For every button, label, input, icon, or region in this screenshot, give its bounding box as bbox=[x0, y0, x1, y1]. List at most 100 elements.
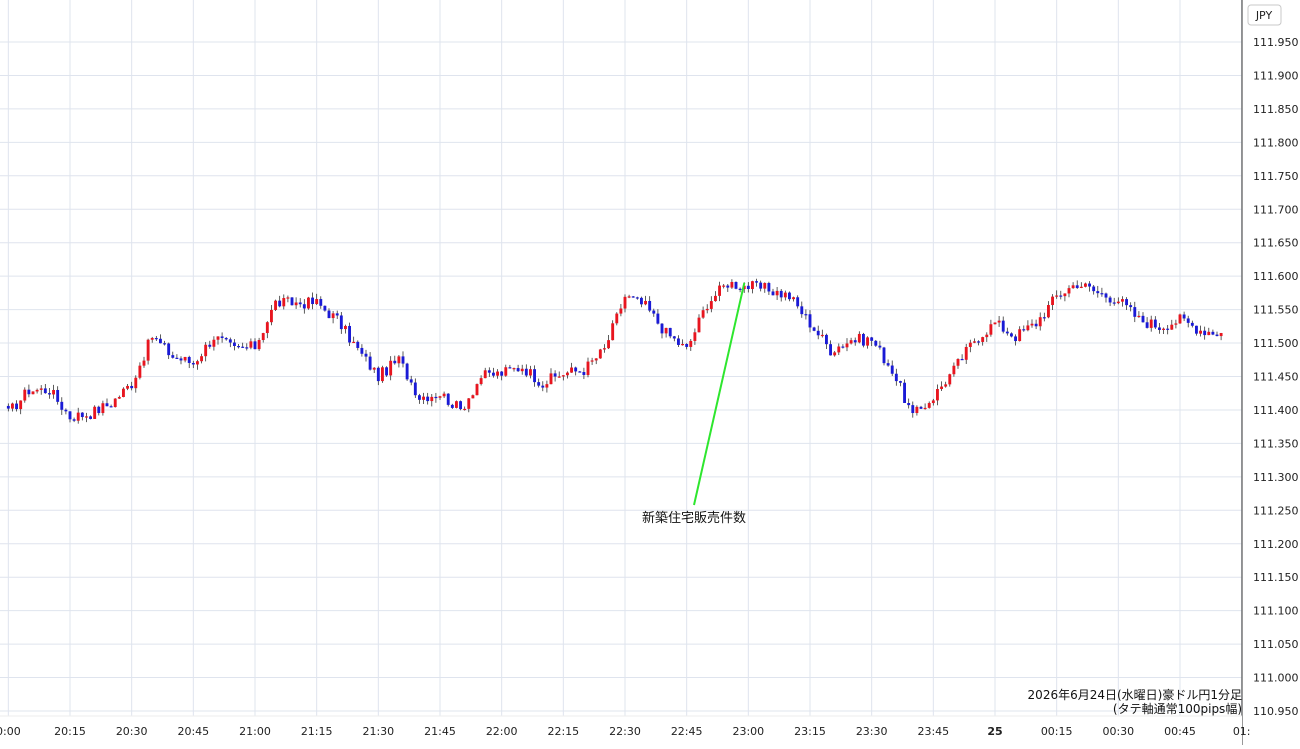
candle bbox=[837, 343, 841, 356]
time-tick-label: 21:45 bbox=[424, 725, 456, 738]
candle bbox=[389, 356, 393, 381]
candle-body bbox=[405, 363, 409, 380]
candle-body bbox=[204, 344, 208, 357]
candle-body bbox=[438, 396, 442, 398]
candle-body bbox=[463, 408, 467, 411]
candle bbox=[586, 357, 590, 378]
candle bbox=[845, 338, 849, 352]
candle-body bbox=[656, 313, 660, 324]
candle bbox=[282, 294, 286, 310]
candle-body bbox=[323, 305, 327, 311]
candle bbox=[1026, 320, 1030, 332]
candle-body bbox=[927, 403, 931, 408]
candle bbox=[294, 297, 298, 309]
time-tick-label: 20:45 bbox=[177, 725, 209, 738]
candle bbox=[524, 364, 528, 378]
candle bbox=[105, 398, 109, 407]
candle-body bbox=[479, 378, 483, 385]
price-tick-label: 111.350 bbox=[1253, 437, 1299, 450]
candle bbox=[183, 356, 187, 363]
candle bbox=[878, 340, 882, 350]
candle-body bbox=[882, 347, 886, 364]
candle-body bbox=[450, 404, 454, 408]
price-tick-label: 111.500 bbox=[1253, 337, 1299, 350]
time-axis: 0:00 20:15 20:30 20:45 21:00 21:15 21:30 21:45 2… bbox=[0, 715, 1251, 745]
candle-body bbox=[327, 310, 331, 319]
candle bbox=[492, 367, 495, 378]
candle bbox=[163, 340, 166, 346]
candle-body bbox=[1010, 333, 1013, 337]
candle-body bbox=[113, 398, 117, 408]
candle-body bbox=[331, 313, 335, 319]
candle-body bbox=[681, 343, 684, 346]
candle-body bbox=[43, 388, 47, 394]
candle-body bbox=[1051, 296, 1054, 306]
candle-body bbox=[471, 395, 475, 399]
candle bbox=[841, 344, 845, 349]
time-tick-label: 20:15 bbox=[54, 725, 86, 738]
candle-body bbox=[709, 301, 713, 309]
candle bbox=[479, 375, 483, 386]
candle bbox=[1079, 282, 1083, 289]
candle bbox=[381, 365, 384, 383]
candle bbox=[767, 281, 771, 295]
candle bbox=[1199, 325, 1202, 337]
candle bbox=[117, 395, 121, 399]
candle bbox=[652, 308, 656, 317]
candle-body bbox=[1116, 301, 1120, 304]
candle bbox=[1063, 293, 1067, 302]
candle-body bbox=[335, 313, 339, 316]
candle bbox=[364, 349, 368, 362]
candle-body bbox=[529, 369, 532, 376]
candle-body bbox=[804, 314, 808, 316]
candle bbox=[130, 381, 134, 391]
time-tick-label: 21:15 bbox=[301, 725, 333, 738]
candle bbox=[751, 280, 754, 294]
candle bbox=[1104, 292, 1108, 303]
candle-body bbox=[286, 297, 290, 299]
candle bbox=[60, 397, 64, 415]
candle bbox=[927, 401, 931, 409]
candle-body bbox=[607, 340, 610, 349]
candle bbox=[85, 412, 88, 423]
candle-body bbox=[812, 327, 816, 331]
candle bbox=[968, 339, 972, 353]
candle-body bbox=[368, 356, 372, 370]
candle-body bbox=[759, 282, 763, 289]
candle bbox=[319, 296, 323, 309]
candle bbox=[331, 310, 335, 324]
candle bbox=[516, 364, 520, 372]
candle bbox=[352, 336, 356, 344]
candle-body bbox=[964, 346, 968, 360]
candle bbox=[39, 385, 43, 395]
candle bbox=[80, 412, 84, 421]
candle bbox=[899, 380, 902, 387]
candle-body bbox=[72, 419, 76, 421]
candle bbox=[274, 299, 277, 311]
price-tick-label: 111.600 bbox=[1253, 270, 1299, 283]
candle-body bbox=[35, 389, 39, 392]
candle bbox=[200, 353, 203, 364]
candle bbox=[27, 384, 31, 398]
candle-body bbox=[487, 370, 491, 373]
candle bbox=[862, 332, 865, 348]
candle bbox=[159, 334, 162, 344]
candle bbox=[11, 402, 14, 412]
candle-body bbox=[154, 338, 158, 340]
candle bbox=[775, 287, 779, 300]
candle bbox=[1096, 285, 1100, 298]
price-tick-label: 111.100 bbox=[1253, 605, 1299, 618]
candle-body bbox=[220, 336, 224, 338]
candle-body bbox=[1137, 315, 1141, 318]
candle bbox=[734, 281, 738, 290]
candle bbox=[93, 405, 97, 419]
candle bbox=[603, 344, 606, 353]
candle bbox=[1195, 325, 1198, 336]
time-tick-label: 22:15 bbox=[547, 725, 579, 738]
candle-body bbox=[578, 371, 582, 373]
candle-body bbox=[23, 389, 27, 401]
candle-body bbox=[899, 381, 902, 383]
candle-body bbox=[6, 405, 10, 409]
candle bbox=[43, 384, 47, 394]
